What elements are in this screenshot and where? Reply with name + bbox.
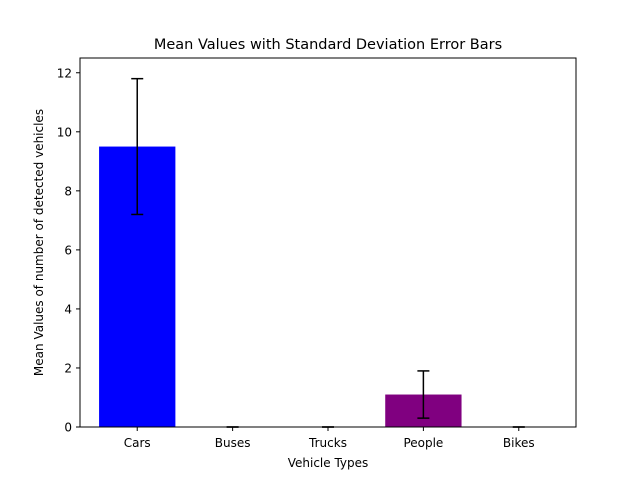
y-tick-label-12: 12 (57, 66, 72, 80)
x-axis-label: Vehicle Types (288, 456, 369, 470)
y-tick-label-8: 8 (64, 184, 72, 198)
x-axis: Cars Buses Trucks People Bikes (124, 427, 535, 450)
x-tick-label-trucks: Trucks (308, 436, 347, 450)
y-tick-label-2: 2 (64, 361, 72, 375)
y-tick-label-10: 10 (57, 125, 72, 139)
y-axis: 0 2 4 6 8 10 12 (57, 66, 80, 435)
chart-title: Mean Values with Standard Deviation Erro… (154, 37, 502, 53)
x-tick-label-bikes: Bikes (503, 436, 535, 450)
x-tick-label-people: People (403, 436, 443, 450)
y-tick-label-6: 6 (64, 243, 72, 257)
y-tick-label-4: 4 (64, 302, 72, 316)
x-tick-label-buses: Buses (215, 436, 251, 450)
x-tick-label-cars: Cars (124, 436, 151, 450)
y-tick-label-0: 0 (64, 421, 72, 435)
y-axis-label: Mean Values of number of detected vehicl… (32, 109, 46, 376)
